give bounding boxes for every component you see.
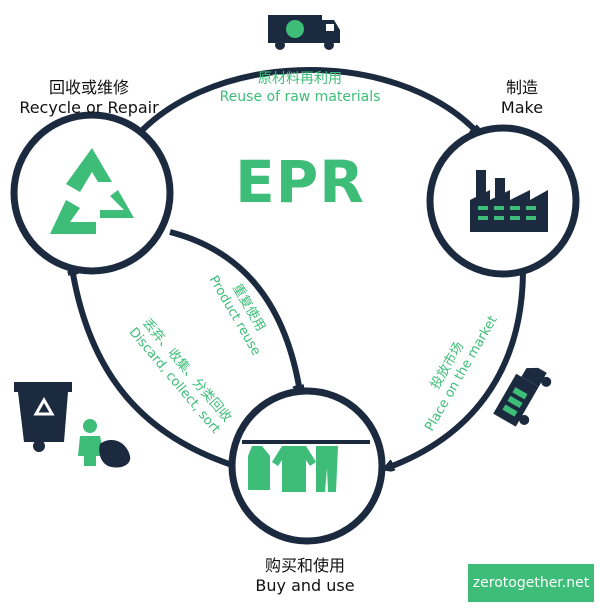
edge-raw-label: 原材料再利用 Reuse of raw materials <box>200 70 400 106</box>
make-label-en: Make <box>500 98 544 117</box>
recycle-icon <box>50 148 134 234</box>
website-badge: zerotogether.net <box>468 564 594 602</box>
buy-label-zh: 购买和使用 <box>264 556 345 575</box>
trash-bin-icon <box>14 382 72 452</box>
arc-buy-to-recycle <box>72 268 233 468</box>
edge-raw-en: Reuse of raw materials <box>219 89 381 105</box>
truck-right-icon <box>493 367 552 427</box>
page-title: EPR <box>235 148 365 216</box>
arc-recycle-to-make <box>122 67 478 152</box>
arc-make-to-buy <box>387 271 526 468</box>
person-with-bag-icon <box>78 419 131 468</box>
make-label: 制造 Make <box>480 78 564 118</box>
edge-raw-zh: 原材料再利用 <box>258 71 342 87</box>
make-label-zh: 制造 <box>505 78 538 97</box>
truck-top-icon <box>268 15 340 50</box>
node-buy-circle <box>228 387 386 545</box>
arc-recycle-to-buy <box>169 229 300 392</box>
buy-label-en: Buy and use <box>255 576 355 595</box>
factory-icon <box>470 170 548 232</box>
recycle-label-en: Recycle or Repair <box>19 98 159 117</box>
clothes-rack-icon <box>242 440 370 492</box>
recycle-label: 回收或维修 Recycle or Repair <box>0 78 178 118</box>
buy-label: 购买和使用 Buy and use <box>220 556 390 596</box>
recycle-label-zh: 回收或维修 <box>48 78 129 97</box>
